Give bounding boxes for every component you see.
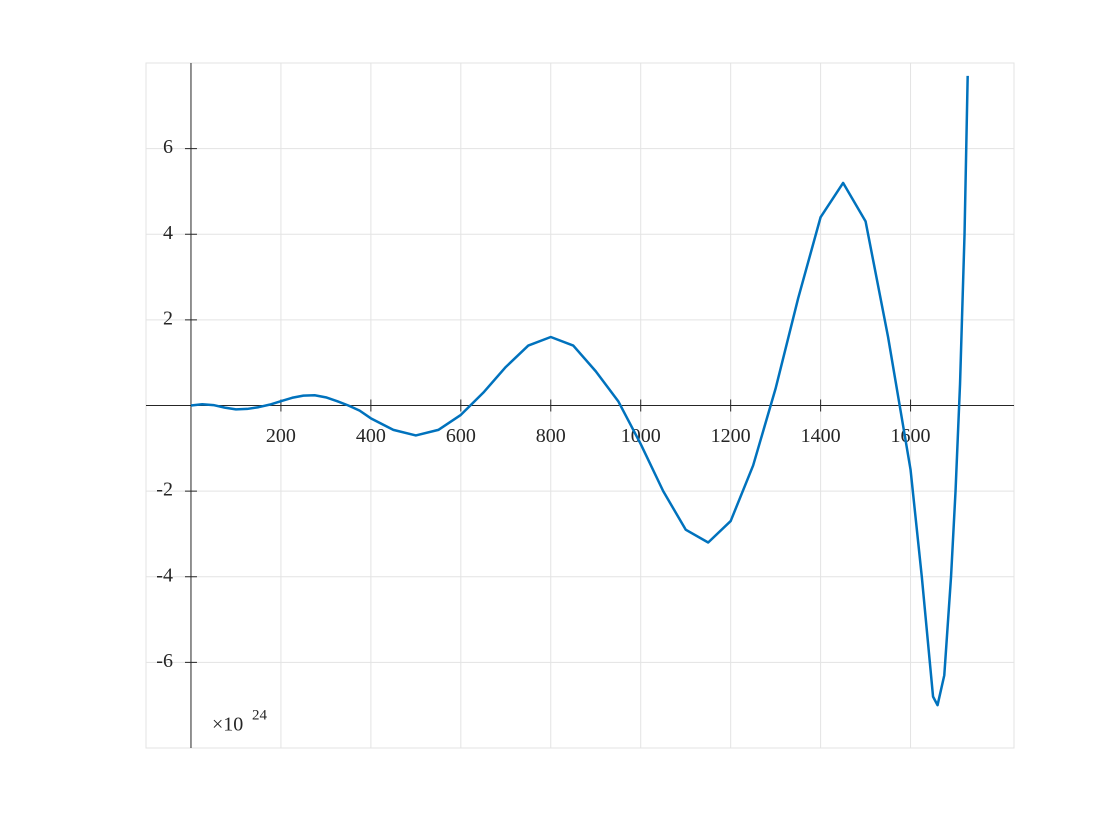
x-tick-label: 1400 — [801, 425, 841, 447]
x-tick-label: 1200 — [711, 425, 751, 447]
x-tick-label: 200 — [266, 425, 296, 447]
y-tick-label: 2 — [163, 307, 173, 329]
y-tick-label: -4 — [156, 564, 173, 586]
multiplier-exponent: 24 — [252, 707, 268, 723]
y-tick-label: -2 — [156, 479, 173, 501]
y-tick-label: 6 — [163, 136, 173, 158]
x-tick-label: 800 — [536, 425, 566, 447]
multiplier-base: ×10 — [212, 714, 243, 736]
x-tick-label: 1000 — [621, 425, 661, 447]
y-tick-label: 4 — [163, 222, 173, 244]
x-tick-label: 400 — [356, 425, 386, 447]
data-line — [190, 75, 969, 707]
x-tick-label: 600 — [446, 425, 476, 447]
y-tick-label: -6 — [156, 650, 173, 672]
x-tick-label: 1600 — [891, 425, 931, 447]
